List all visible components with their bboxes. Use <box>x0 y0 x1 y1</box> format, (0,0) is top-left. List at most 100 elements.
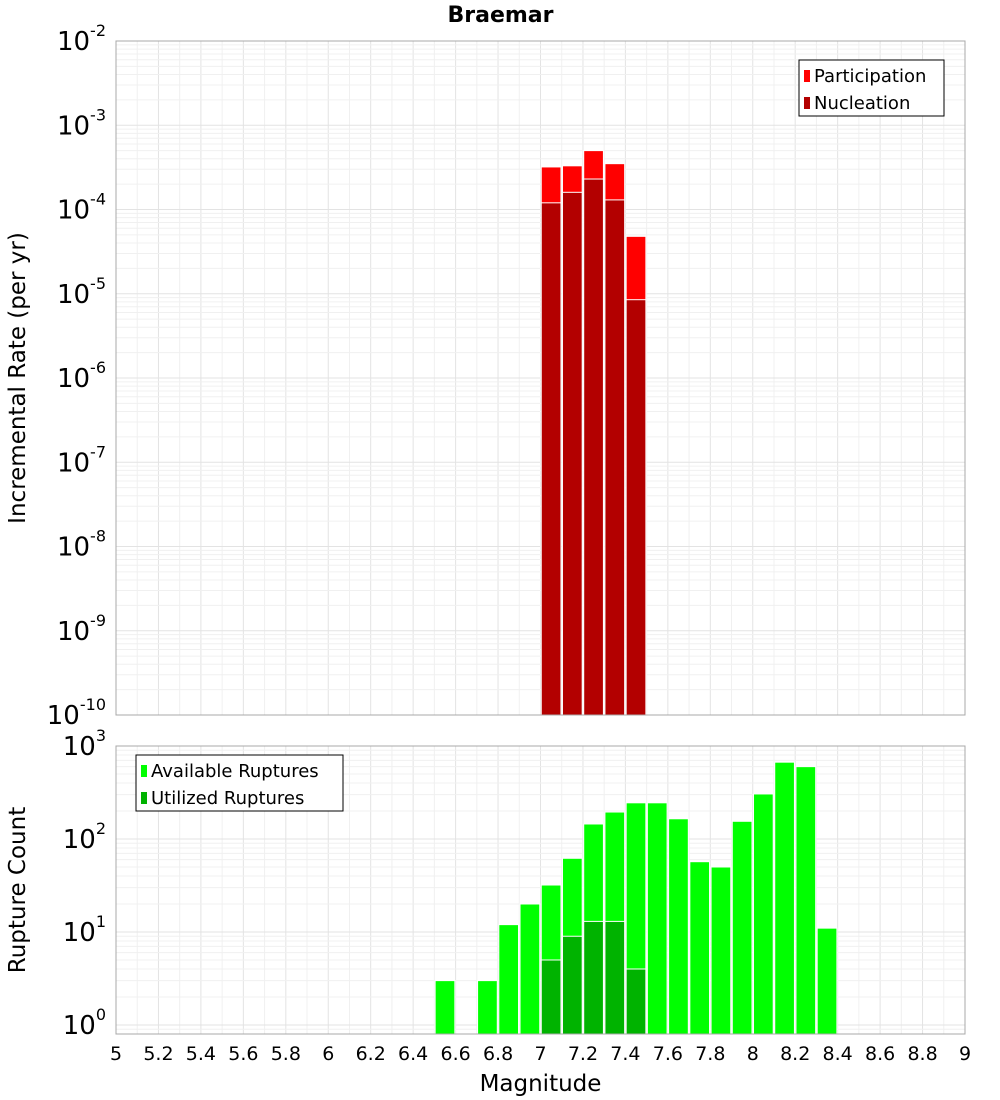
y-tick-base: 10 <box>57 617 90 647</box>
bar <box>434 980 456 1035</box>
plot-frame <box>115 745 966 1035</box>
y-tick-label: 101 <box>63 912 106 948</box>
bar <box>795 766 817 1035</box>
x-tick-label: 8.8 <box>907 1043 937 1065</box>
legend-swatch <box>141 792 147 804</box>
legend-label: Utilized Ruptures <box>151 788 304 809</box>
series-utilized-ruptures <box>540 920 647 1035</box>
y-tick-label: 10-4 <box>57 190 106 226</box>
x-tick-label: 7.6 <box>653 1043 683 1065</box>
bar <box>604 920 626 1035</box>
chart-panel-1: 10-1010-910-810-710-610-510-410-310-2Inc… <box>5 3 966 731</box>
bar <box>583 178 604 716</box>
y-tick-label: 100 <box>63 1005 106 1041</box>
y-tick-exponent: -9 <box>90 611 106 630</box>
y-tick-exponent: 0 <box>96 1005 106 1024</box>
y-tick-base: 10 <box>63 825 96 855</box>
y-tick-exponent: -8 <box>90 527 106 546</box>
bar <box>816 927 838 1035</box>
x-tick-label: 6.4 <box>398 1043 428 1065</box>
legend-label: Nucleation <box>814 93 910 114</box>
legend-label: Participation <box>814 66 926 87</box>
bar <box>731 820 753 1035</box>
y-tick-label: 10-8 <box>57 527 106 563</box>
x-tick-label: 6.6 <box>440 1043 470 1065</box>
bar <box>583 920 604 1035</box>
bar <box>625 968 647 1035</box>
y-tick-exponent: -2 <box>90 21 106 40</box>
y-tick-label: 10-6 <box>57 358 106 394</box>
y-tick-exponent: 2 <box>96 819 106 838</box>
x-tick-label: 7 <box>534 1043 546 1065</box>
y-tick-label: 10-3 <box>57 105 106 141</box>
y-tick-label: 10-9 <box>57 611 106 647</box>
y-axis-title: Rupture Count <box>5 807 31 973</box>
x-tick-label: 5.2 <box>143 1043 173 1065</box>
bar <box>477 980 498 1035</box>
y-tick-base: 10 <box>63 918 96 948</box>
y-tick-label: 102 <box>63 819 106 855</box>
x-tick-label: 8.2 <box>780 1043 810 1065</box>
y-tick-exponent: -10 <box>80 695 106 714</box>
bar <box>668 818 689 1035</box>
bar <box>625 299 647 716</box>
legend-box <box>135 754 344 812</box>
y-tick-base: 10 <box>57 448 90 478</box>
y-tick-exponent: 3 <box>96 726 106 745</box>
x-tick-label: 8 <box>747 1043 759 1065</box>
bar <box>710 866 732 1035</box>
legend-swatch <box>804 70 810 82</box>
x-tick-label: 7.4 <box>610 1043 640 1065</box>
legend: Available Ruptures Utilized Ruptures <box>135 754 344 812</box>
y-tick-exponent: -4 <box>90 190 106 209</box>
y-tick-base: 10 <box>47 701 80 731</box>
y-tick-base: 10 <box>57 27 90 57</box>
bar <box>540 202 562 716</box>
bar <box>689 861 711 1035</box>
legend: Participation Nucleation <box>798 59 945 117</box>
x-tick-label: 6 <box>322 1043 334 1065</box>
legend-label: Available Ruptures <box>151 761 319 782</box>
plot-frame <box>115 40 966 716</box>
x-tick-label: 5.8 <box>271 1043 301 1065</box>
y-tick-exponent: -5 <box>90 274 106 293</box>
bar <box>646 802 668 1035</box>
bar <box>519 903 541 1035</box>
legend-box <box>798 59 945 117</box>
y-tick-exponent: -7 <box>90 442 106 461</box>
y-tick-label: 10-7 <box>57 442 106 478</box>
x-axis-title: Magnitude <box>480 1071 602 1097</box>
bar <box>753 793 774 1035</box>
x-tick-label: 5.6 <box>228 1043 258 1065</box>
x-tick-label: 5.4 <box>186 1043 216 1065</box>
y-tick-base: 10 <box>57 364 90 394</box>
x-tick-label: 7.2 <box>568 1043 598 1065</box>
x-tick-label: 6.2 <box>356 1043 386 1065</box>
bar <box>498 924 520 1035</box>
y-tick-exponent: -3 <box>90 105 106 124</box>
y-tick-label: 10-10 <box>47 695 106 731</box>
x-tick-label: 9 <box>959 1043 971 1065</box>
x-tick-label: 8.6 <box>865 1043 895 1065</box>
bar <box>774 761 795 1035</box>
bar <box>561 935 583 1035</box>
y-tick-base: 10 <box>57 196 90 226</box>
y-axis-title: Incremental Rate (per yr) <box>5 232 31 524</box>
y-tick-base: 10 <box>57 280 90 310</box>
y-tick-base: 10 <box>63 732 96 762</box>
chart-title: Braemar <box>447 3 553 28</box>
x-tick-label: 7.8 <box>695 1043 725 1065</box>
bar <box>604 199 626 716</box>
legend-swatch <box>141 765 147 777</box>
y-tick-base: 10 <box>57 111 90 141</box>
x-tick-label: 6.8 <box>483 1043 513 1065</box>
y-tick-label: 103 <box>63 726 106 762</box>
y-tick-base: 10 <box>63 1011 96 1041</box>
y-tick-base: 10 <box>57 533 90 563</box>
y-tick-label: 10-2 <box>57 21 106 57</box>
y-tick-label: 10-5 <box>57 274 106 310</box>
x-tick-label: 8.4 <box>823 1043 853 1065</box>
bar <box>540 959 562 1035</box>
